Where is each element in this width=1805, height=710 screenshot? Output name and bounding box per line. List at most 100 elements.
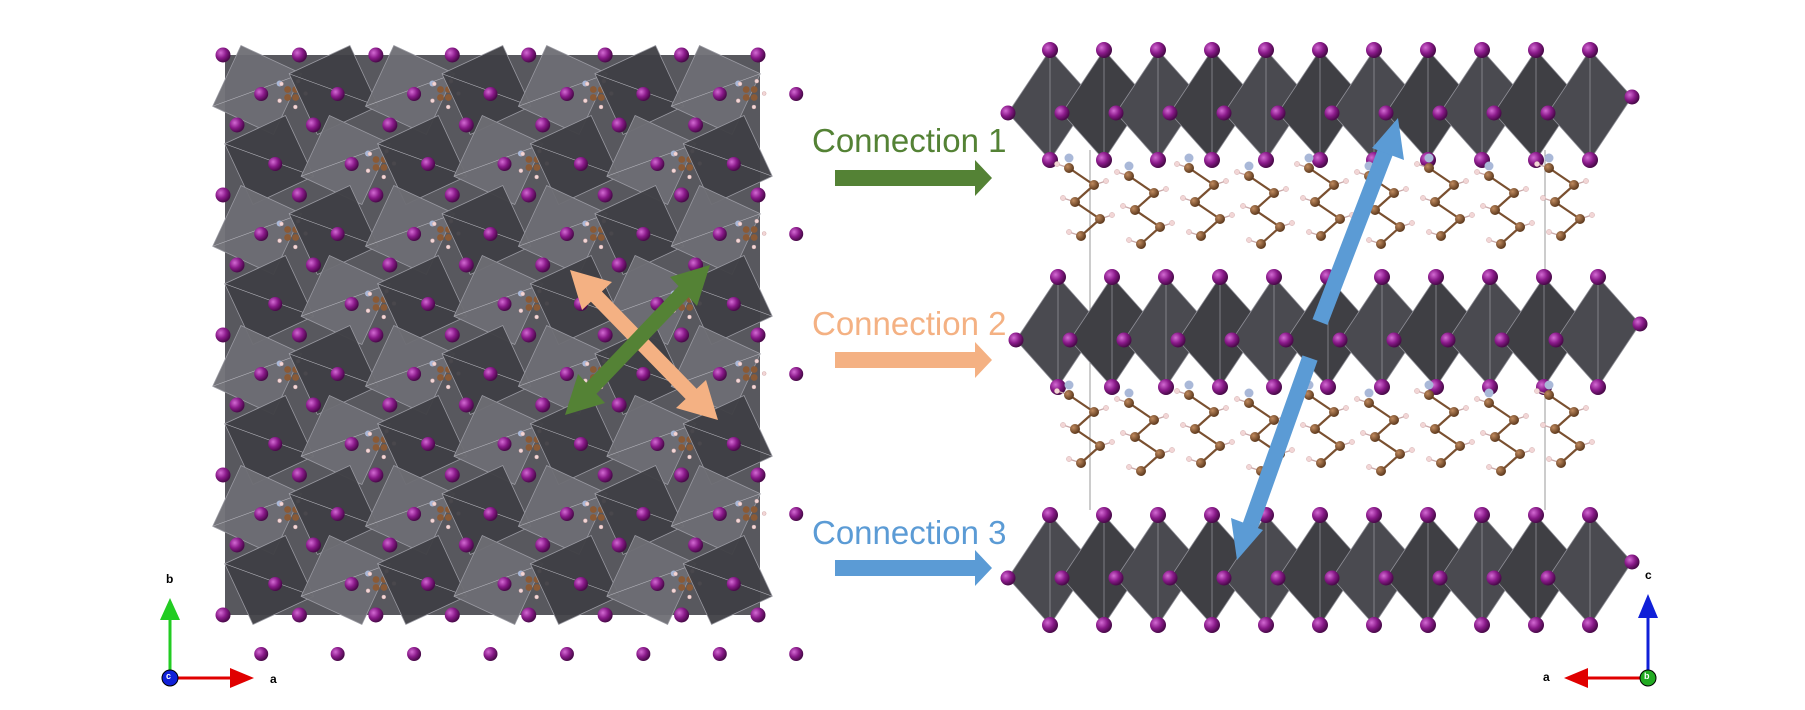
hydrogen-atom: [1294, 161, 1299, 166]
hydrogen-atom: [1480, 430, 1485, 435]
iodine-atom: [789, 367, 803, 381]
hydrogen-atom: [446, 525, 450, 529]
right-crystal-projection: [1001, 42, 1648, 633]
iodine-atom: [1055, 106, 1070, 121]
carbon-atom: [1064, 390, 1074, 400]
hydrogen-atom: [1420, 195, 1425, 200]
carbon-atom: [1436, 231, 1446, 241]
iodine-atom: [1001, 106, 1016, 121]
nitrogen-atom: [1545, 154, 1554, 163]
hydrogen-atom: [762, 512, 766, 516]
hydrogen-atom: [1180, 422, 1185, 427]
iodine-atom: [751, 468, 766, 483]
hydrogen-atom: [535, 455, 539, 459]
iodine-atom: [407, 507, 421, 521]
connection-1-label: Connection 1: [812, 122, 1006, 160]
iodine-atom: [1582, 507, 1598, 523]
carbon-atom: [686, 584, 693, 591]
iodine-atom: [254, 367, 268, 381]
iodine-atom: [1312, 507, 1328, 523]
carbon-atom: [743, 94, 750, 101]
hydrogen-atom: [1169, 220, 1174, 225]
hydrogen-atom: [382, 175, 386, 179]
carbon-atom: [1155, 222, 1165, 232]
iodine-atom: [612, 398, 627, 413]
hydrogen-atom: [1283, 186, 1288, 191]
carbon-atom: [678, 156, 685, 163]
carbon-atom: [373, 304, 380, 311]
carbon-atom: [1089, 180, 1099, 190]
hydrogen-atom: [599, 105, 603, 109]
carbon-atom: [1335, 441, 1345, 451]
carbon-atom: [1076, 231, 1086, 241]
hydrogen-atom: [583, 99, 587, 103]
carbon-atom: [678, 576, 685, 583]
carbon-atom: [590, 226, 597, 233]
iodine-atom: [1325, 106, 1340, 121]
iodine-atom: [1633, 317, 1648, 332]
hydrogen-atom: [674, 572, 678, 576]
carbon-atom: [1569, 180, 1579, 190]
iodine-atom: [1379, 106, 1394, 121]
iodine-atom: [650, 577, 664, 591]
hydrogen-atom: [1289, 447, 1294, 452]
iodine-atom: [1495, 333, 1510, 348]
hydrogen-atom: [366, 169, 370, 173]
hydrogen-atom: [762, 92, 766, 96]
iodine-atom: [1433, 571, 1448, 586]
iodine-atom: [382, 398, 397, 413]
hydrogen-atom: [674, 152, 678, 156]
iodine-atom: [1590, 379, 1606, 395]
hydrogen-atom: [1306, 229, 1311, 234]
iodine-atom: [1171, 333, 1186, 348]
carbon-atom: [1484, 171, 1494, 181]
iodine-atom: [292, 468, 307, 483]
hydrogen-atom: [752, 105, 756, 109]
hydrogen-atom: [687, 175, 691, 179]
iodine-atom: [1042, 507, 1058, 523]
carbon-atom: [533, 164, 540, 171]
iodine-atom: [674, 48, 689, 63]
hydrogen-atom: [1589, 212, 1594, 217]
iodine-atom: [674, 188, 689, 203]
iodine-atom: [574, 437, 588, 451]
iodine-atom: [1271, 571, 1286, 586]
hydrogen-atom: [1054, 161, 1059, 166]
carbon-atom: [284, 226, 291, 233]
carbon-atom: [1149, 415, 1159, 425]
carbon-atom: [1496, 466, 1506, 476]
carbon-atom: [1190, 197, 1200, 207]
carbon-atom: [1244, 171, 1254, 181]
iodine-atom: [521, 48, 536, 63]
carbon-atom: [292, 514, 299, 521]
carbon-atom: [686, 164, 693, 171]
iodine-atom: [1541, 571, 1556, 586]
hydrogen-atom: [432, 222, 436, 226]
iodine-atom: [306, 118, 321, 133]
carbon-atom: [1424, 163, 1434, 173]
nitrogen-atom: [1365, 389, 1374, 398]
iodine-atom: [789, 87, 803, 101]
iodine-atom: [1212, 269, 1228, 285]
right-axis-c-label: c: [1645, 568, 1652, 582]
iodine-atom: [1109, 571, 1124, 586]
hydrogen-atom: [1534, 161, 1539, 166]
iodine-atom: [1528, 507, 1544, 523]
iodine-atom: [407, 227, 421, 241]
hydrogen-atom: [1306, 456, 1311, 461]
carbon-atom: [590, 506, 597, 513]
carbon-atom: [1304, 163, 1314, 173]
carbon-atom: [1436, 458, 1446, 468]
iodine-atom: [674, 608, 689, 623]
carbon-atom: [743, 234, 750, 241]
iodine-atom: [1433, 106, 1448, 121]
carbon-atom: [1130, 432, 1140, 442]
iodine-atom: [345, 437, 359, 451]
iodine-atom: [331, 367, 345, 381]
carbon-atom: [751, 374, 758, 381]
hydrogen-atom: [430, 99, 434, 103]
iodine-atom: [216, 48, 231, 63]
iodine-atom: [612, 258, 627, 273]
carbon-atom: [525, 304, 532, 311]
